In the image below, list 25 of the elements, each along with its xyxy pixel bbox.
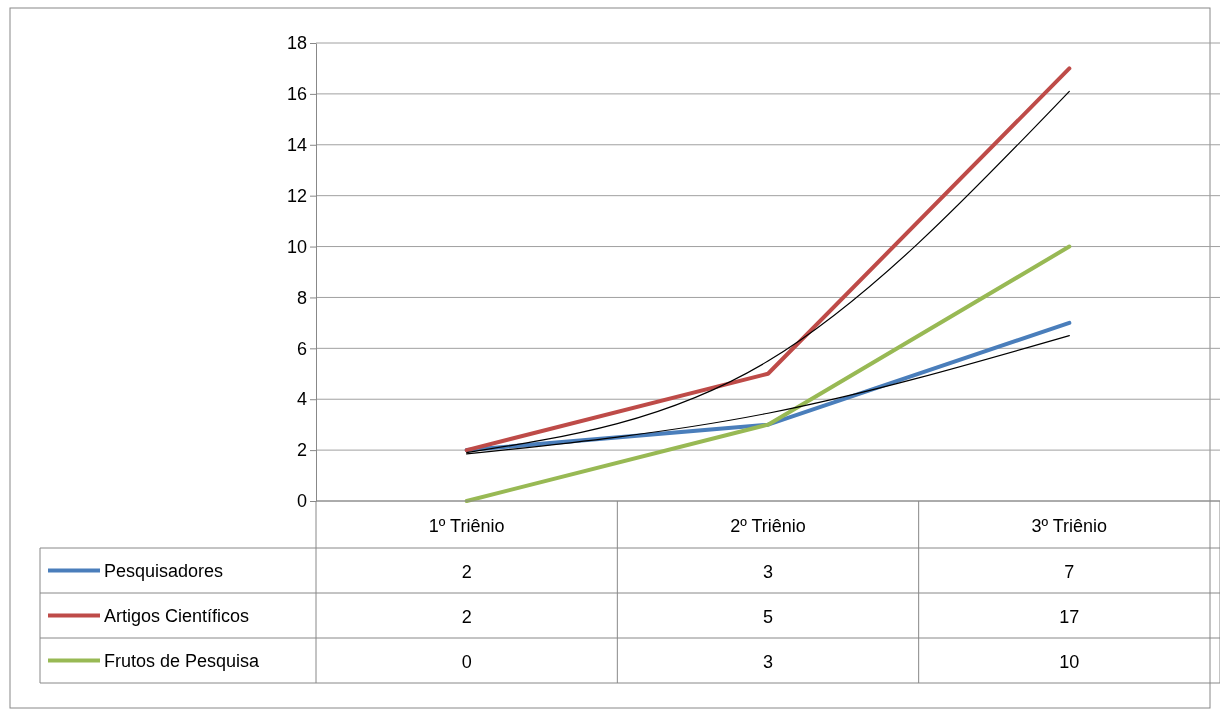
data-label: 0 — [461, 651, 472, 672]
y-tick-label: 14 — [286, 135, 307, 156]
y-tick-label: 0 — [296, 491, 307, 512]
y-tick-label: 8 — [296, 287, 307, 308]
x-tick-label: 1º Triênio — [428, 516, 505, 536]
legend-label: Artigos Científicos — [104, 605, 250, 626]
data-label: 5 — [762, 606, 774, 627]
x-tick-label: 2º Triênio — [730, 516, 806, 536]
y-tick-label: 10 — [286, 236, 307, 257]
data-label: 7 — [1064, 561, 1075, 582]
y-tick-label: 18 — [286, 33, 307, 54]
y-tick-label: 6 — [296, 338, 307, 359]
y-tick-label: 2 — [296, 440, 307, 461]
x-tick-label: 3º Triênio — [1031, 516, 1108, 536]
data-label: 2 — [461, 561, 472, 582]
data-label: 3 — [762, 651, 774, 672]
data-label: 2 — [461, 606, 472, 627]
y-tick-label: 16 — [286, 84, 307, 105]
data-label: 3 — [762, 561, 774, 582]
data-label: 17 — [1059, 606, 1080, 627]
legend-label: Frutos de Pesquisa — [104, 650, 261, 671]
y-tick-label: 12 — [286, 185, 307, 206]
data-label: 10 — [1059, 651, 1080, 672]
legend-label: Pesquisadores — [104, 560, 224, 581]
y-tick-label: 4 — [296, 389, 307, 410]
